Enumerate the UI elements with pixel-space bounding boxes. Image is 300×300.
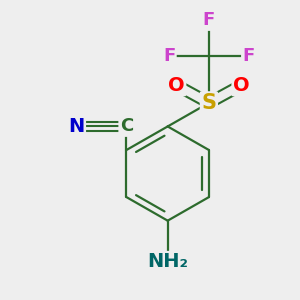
Text: S: S <box>201 93 216 113</box>
Text: F: F <box>242 47 255 65</box>
Text: C: C <box>120 117 133 135</box>
Text: N: N <box>68 117 85 136</box>
Text: F: F <box>163 47 175 65</box>
Text: F: F <box>203 11 215 29</box>
Text: O: O <box>233 76 250 95</box>
Text: NH₂: NH₂ <box>147 252 188 272</box>
Text: O: O <box>168 76 185 95</box>
